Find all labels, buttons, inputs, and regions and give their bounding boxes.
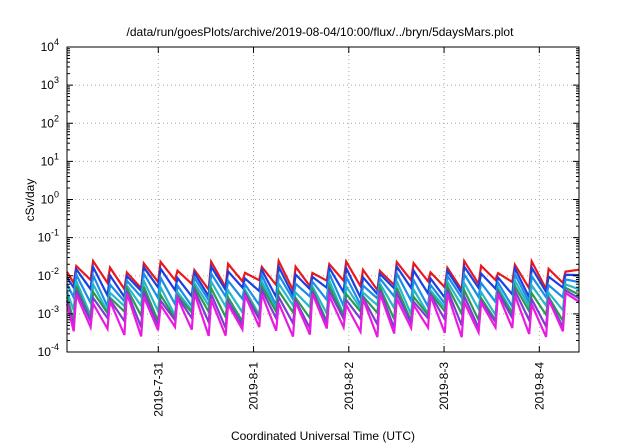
chart-title: /data/run/goesPlots/archive/2019-08-04/1… — [127, 25, 515, 39]
x-tick-label: 2019-8-4 — [532, 362, 546, 410]
y-tick-label: 10-1 — [38, 228, 59, 245]
y-tick-label: 104 — [41, 37, 59, 54]
y-tick-label: 102 — [41, 113, 59, 130]
series-line-3 — [66, 269, 580, 311]
y-tick-label: 10-2 — [38, 266, 59, 283]
y-tick-label: 10-3 — [38, 304, 59, 321]
y-tick-label: 10-4 — [38, 342, 59, 359]
series-line-7 — [65, 291, 580, 338]
y-tick-label: 101 — [41, 151, 59, 168]
series-lines — [65, 257, 580, 338]
y-tick-label: 103 — [41, 75, 59, 92]
series-line-4 — [65, 276, 580, 320]
y-axis-label: cSv/day — [23, 179, 37, 222]
x-tick-label: 2019-8-3 — [437, 362, 451, 410]
series-line-6 — [65, 285, 580, 333]
y-tick-label: 100 — [41, 190, 59, 207]
series-line-1 — [66, 257, 580, 294]
x-tick-label: 2019-8-2 — [342, 362, 356, 410]
x-tick-label: 2019-7-31 — [151, 362, 165, 417]
axis-ticks: 10-4 10-3 10-2 10-1 100 101 102 103 104 2019-7-31… — [38, 37, 579, 417]
series-line-2 — [66, 262, 580, 302]
x-tick-label: 2019-8-1 — [247, 362, 261, 410]
x-axis-label: Coordinated Universal Time (UTC) — [231, 429, 415, 443]
